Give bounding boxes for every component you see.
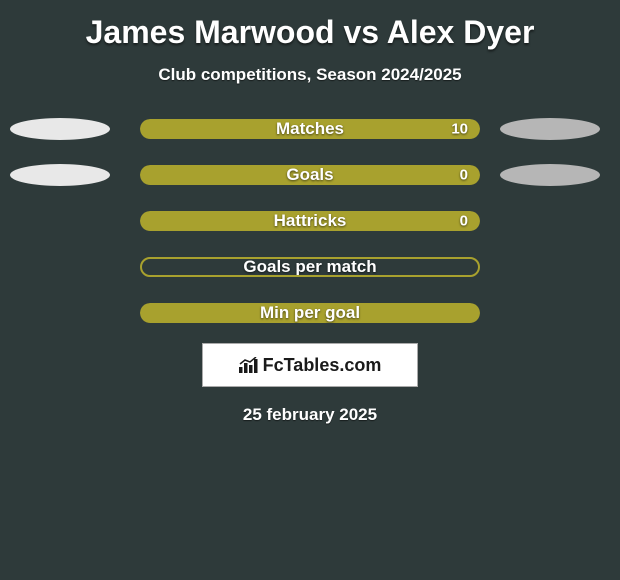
stat-value-right: 0 bbox=[460, 213, 468, 230]
stat-label: Matches bbox=[276, 119, 344, 139]
stat-value-right: 10 bbox=[451, 121, 468, 138]
comparison-row: Matches 10 bbox=[0, 119, 620, 139]
stat-label: Goals bbox=[286, 165, 333, 185]
stat-label: Min per goal bbox=[260, 303, 360, 323]
comparison-rows: Matches 10 Goals 0 Hattricks 0 Goals per match… bbox=[0, 119, 620, 323]
logo-text: FcTables.com bbox=[263, 355, 382, 376]
player-pip-right bbox=[500, 164, 600, 186]
bar-chart-icon bbox=[239, 357, 259, 373]
page-title: James Marwood vs Alex Dyer bbox=[0, 0, 620, 51]
comparison-row: Hattricks 0 bbox=[0, 211, 620, 231]
date-label: 25 february 2025 bbox=[0, 405, 620, 425]
comparison-row: Min per goal bbox=[0, 303, 620, 323]
logo-box[interactable]: FcTables.com bbox=[202, 343, 418, 387]
comparison-row: Goals 0 bbox=[0, 165, 620, 185]
player-pip-right bbox=[500, 118, 600, 140]
stat-bar: Hattricks 0 bbox=[140, 211, 480, 231]
stat-label: Hattricks bbox=[274, 211, 347, 231]
player-pip-left bbox=[10, 118, 110, 140]
stat-bar: Min per goal bbox=[140, 303, 480, 323]
comparison-row: Goals per match bbox=[0, 257, 620, 277]
stat-bar: Goals per match bbox=[140, 257, 480, 277]
stat-value-right: 0 bbox=[460, 167, 468, 184]
stat-label: Goals per match bbox=[243, 257, 376, 277]
stat-bar: Matches 10 bbox=[140, 119, 480, 139]
player-pip-left bbox=[10, 164, 110, 186]
subtitle: Club competitions, Season 2024/2025 bbox=[0, 65, 620, 85]
stat-bar: Goals 0 bbox=[140, 165, 480, 185]
